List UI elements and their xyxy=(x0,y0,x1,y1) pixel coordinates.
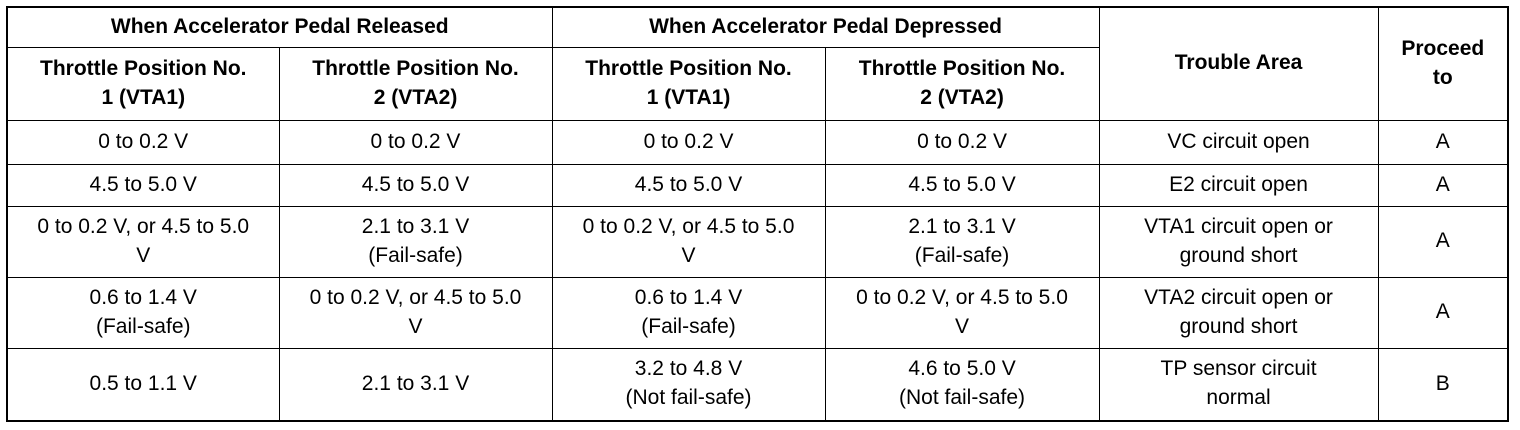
header-pedal-depressed: When Accelerator Pedal Depressed xyxy=(551,6,1100,48)
cell-proceed-to: A xyxy=(1377,119,1509,165)
group-header-row: When Accelerator Pedal Released When Acc… xyxy=(6,6,1509,121)
sub-header-row: Throttle Position No. 1 (VTA1) Throttle … xyxy=(6,46,1508,121)
header-released-vta1: Throttle Position No. 1 (VTA1) xyxy=(6,46,280,121)
throttle-position-table: When Accelerator Pedal Released When Acc… xyxy=(6,6,1510,422)
cell-depressed-vta2: 2.1 to 3.1 V (Fail-safe) xyxy=(824,205,1100,278)
table-row: 0 to 0.2 V 0 to 0.2 V 0 to 0.2 V 0 to 0.… xyxy=(6,119,1509,165)
cell-released-vta2: 4.5 to 5.0 V xyxy=(278,163,553,207)
header-released-vta2: Throttle Position No. 2 (VTA2) xyxy=(278,46,553,121)
cell-released-vta2: 0 to 0.2 V xyxy=(278,119,553,165)
cell-trouble-area: E2 circuit open xyxy=(1098,163,1379,207)
cell-proceed-to: A xyxy=(1377,276,1509,349)
cell-depressed-vta2: 0 to 0.2 V xyxy=(824,119,1100,165)
header-proceed-to: Proceed to xyxy=(1377,6,1509,121)
cell-released-vta1: 0.6 to 1.4 V (Fail-safe) xyxy=(6,276,280,349)
cell-released-vta2: 2.1 to 3.1 V (Fail-safe) xyxy=(278,205,553,278)
table-row: 0.6 to 1.4 V (Fail-safe) 0 to 0.2 V, or … xyxy=(6,276,1509,349)
cell-depressed-vta1: 3.2 to 4.8 V (Not fail-safe) xyxy=(551,347,826,422)
cell-trouble-area: VTA2 circuit open or ground short xyxy=(1098,276,1379,349)
header-trouble-area: Trouble Area xyxy=(1098,6,1379,121)
cell-depressed-vta2: 4.5 to 5.0 V xyxy=(824,163,1100,207)
cell-depressed-vta2: 0 to 0.2 V, or 4.5 to 5.0 V xyxy=(824,276,1100,349)
cell-released-vta1: 0 to 0.2 V, or 4.5 to 5.0 V xyxy=(6,205,280,278)
table-row: 0 to 0.2 V, or 4.5 to 5.0 V 2.1 to 3.1 V… xyxy=(6,205,1509,278)
table-row: 0.5 to 1.1 V 2.1 to 3.1 V 3.2 to 4.8 V (… xyxy=(6,347,1509,422)
cell-released-vta2: 0 to 0.2 V, or 4.5 to 5.0 V xyxy=(278,276,553,349)
cell-trouble-area: VTA1 circuit open or ground short xyxy=(1098,205,1379,278)
cell-released-vta1: 0 to 0.2 V xyxy=(6,119,280,165)
cell-depressed-vta1: 0 to 0.2 V xyxy=(551,119,826,165)
cell-depressed-vta1: 4.5 to 5.0 V xyxy=(551,163,826,207)
cell-proceed-to: A xyxy=(1377,205,1509,278)
cell-proceed-to: A xyxy=(1377,163,1509,207)
header-depressed-vta2: Throttle Position No. 2 (VTA2) xyxy=(824,46,1100,121)
cell-trouble-area: TP sensor circuit normal xyxy=(1098,347,1379,422)
cell-depressed-vta1: 0 to 0.2 V, or 4.5 to 5.0 V xyxy=(551,205,826,278)
cell-trouble-area: VC circuit open xyxy=(1098,119,1379,165)
cell-proceed-to: B xyxy=(1377,347,1509,422)
table-row: 4.5 to 5.0 V 4.5 to 5.0 V 4.5 to 5.0 V 4… xyxy=(6,163,1509,207)
cell-depressed-vta1: 0.6 to 1.4 V (Fail-safe) xyxy=(551,276,826,349)
cell-released-vta1: 4.5 to 5.0 V xyxy=(6,163,280,207)
cell-depressed-vta2: 4.6 to 5.0 V (Not fail-safe) xyxy=(824,347,1100,422)
cell-released-vta2: 2.1 to 3.1 V xyxy=(278,347,553,422)
header-depressed-vta1: Throttle Position No. 1 (VTA1) xyxy=(551,46,826,121)
cell-released-vta1: 0.5 to 1.1 V xyxy=(6,347,280,422)
header-pedal-released: When Accelerator Pedal Released xyxy=(6,6,553,48)
